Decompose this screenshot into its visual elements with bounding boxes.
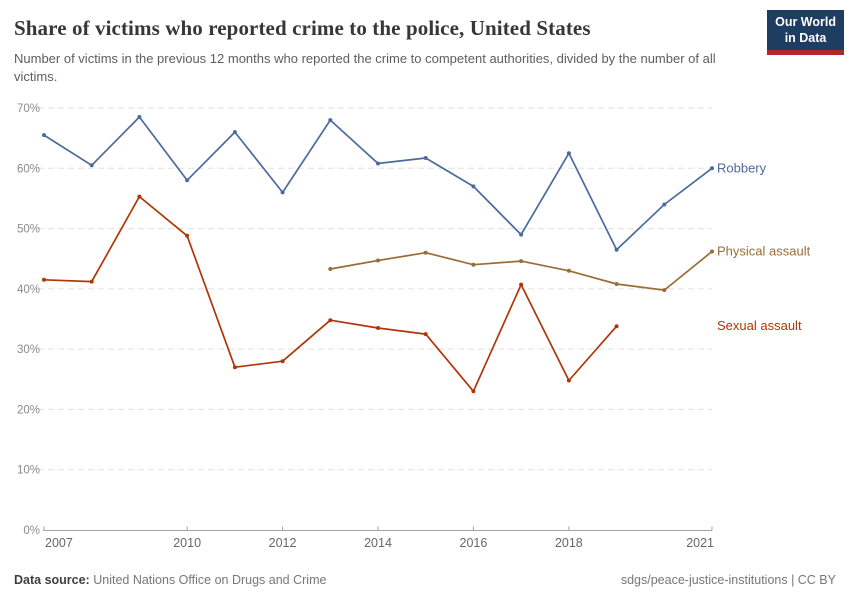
x-axis-tick-label: 2016: [460, 536, 488, 550]
y-axis-tick-label: 50%: [17, 224, 40, 236]
x-axis-tick-label: 2014: [364, 536, 392, 550]
series-point-sexual-assault: [614, 324, 619, 329]
chart-header: Share of victims who reported crime to t…: [14, 16, 760, 85]
line-chart-canvas: 0% 10% 20% 30% 40% 50% 60% 70% 2007 2010 2012 2014 2…: [17, 103, 811, 550]
series-point-robbery: [280, 190, 285, 195]
x-axis-tick-label: 2018: [555, 536, 583, 550]
chart-footer: Data source: United Nations Office on Dr…: [14, 573, 836, 587]
x-axis-tick-label: 2012: [269, 536, 297, 550]
owid-logo-line2: in Data: [784, 30, 827, 45]
series-label-sexual-assault[interactable]: Sexual assault: [717, 318, 802, 333]
series-point-robbery: [89, 163, 94, 168]
series-point-sexual-assault: [185, 233, 190, 238]
chart-subtitle: Number of victims in the previous 12 mon…: [14, 51, 716, 84]
series-point-physical-assault: [614, 282, 619, 286]
page-title: Share of victims who reported crime to t…: [14, 16, 591, 40]
series-point-physical-assault: [566, 268, 571, 273]
series-point-robbery: [471, 184, 476, 189]
series-point-robbery: [662, 202, 667, 207]
owid-logo-line1: Our World: [775, 15, 836, 29]
series-point-physical-assault: [376, 258, 380, 263]
series-point-robbery: [328, 118, 333, 123]
y-axis-tick-label: 10%: [17, 465, 40, 477]
series-point-physical-assault: [519, 259, 524, 264]
series-point-sexual-assault: [328, 318, 333, 323]
series-line-sexual-assault[interactable]: [43, 195, 618, 393]
series-point-sexual-assault: [137, 194, 142, 199]
series-point-robbery: [566, 151, 571, 156]
series-label-physical-assault[interactable]: Physical assault: [717, 243, 811, 258]
y-axis-tick-label: 0%: [23, 525, 40, 537]
series-point-robbery: [42, 133, 46, 138]
series-point-sexual-assault: [376, 326, 380, 330]
series-point-physical-assault: [662, 288, 667, 293]
series-point-physical-assault: [328, 267, 333, 271]
series-point-robbery: [376, 161, 380, 166]
data-source-value: United Nations Office on Drugs and Crime: [93, 573, 327, 587]
series-point-sexual-assault: [280, 359, 285, 364]
series-point-robbery: [185, 178, 190, 183]
series-point-sexual-assault: [566, 378, 571, 383]
y-axis-tick-label: 60%: [17, 163, 40, 175]
y-axis-tick-label: 20%: [17, 404, 40, 416]
y-axis-tick-label: 30%: [17, 344, 40, 356]
series-line-robbery[interactable]: [43, 116, 713, 251]
series-point-robbery: [423, 156, 428, 160]
series-point-robbery: [137, 115, 142, 119]
series-point-robbery: [710, 166, 714, 171]
y-axis-tick-label: 70%: [17, 103, 40, 115]
series-point-sexual-assault: [232, 365, 237, 370]
data-source-label: Data source:: [14, 573, 90, 587]
series-point-sexual-assault: [471, 389, 476, 394]
x-axis-tick-label: 2021: [686, 536, 714, 550]
series-point-physical-assault: [710, 249, 714, 254]
y-axis-tick-label: 40%: [17, 284, 40, 296]
series-point-robbery: [232, 130, 237, 135]
owid-logo[interactable]: Our World in Data: [767, 10, 844, 56]
series-point-sexual-assault: [42, 277, 46, 282]
series-point-sexual-assault: [89, 279, 94, 284]
series-label-robbery[interactable]: Robbery: [717, 160, 767, 175]
x-axis-tick-label: 2010: [173, 536, 201, 550]
series-point-robbery: [519, 232, 524, 237]
series-point-sexual-assault: [423, 332, 428, 337]
series-point-physical-assault: [423, 250, 428, 255]
series-point-sexual-assault: [519, 282, 524, 287]
x-axis-tick-label: 2007: [45, 536, 73, 550]
data-source: Data source: United Nations Office on Dr…: [14, 573, 326, 587]
license-note: sdgs/peace-justice-institutions | CC BY: [620, 573, 836, 587]
series-point-robbery: [614, 247, 619, 252]
series-point-physical-assault: [471, 262, 476, 267]
